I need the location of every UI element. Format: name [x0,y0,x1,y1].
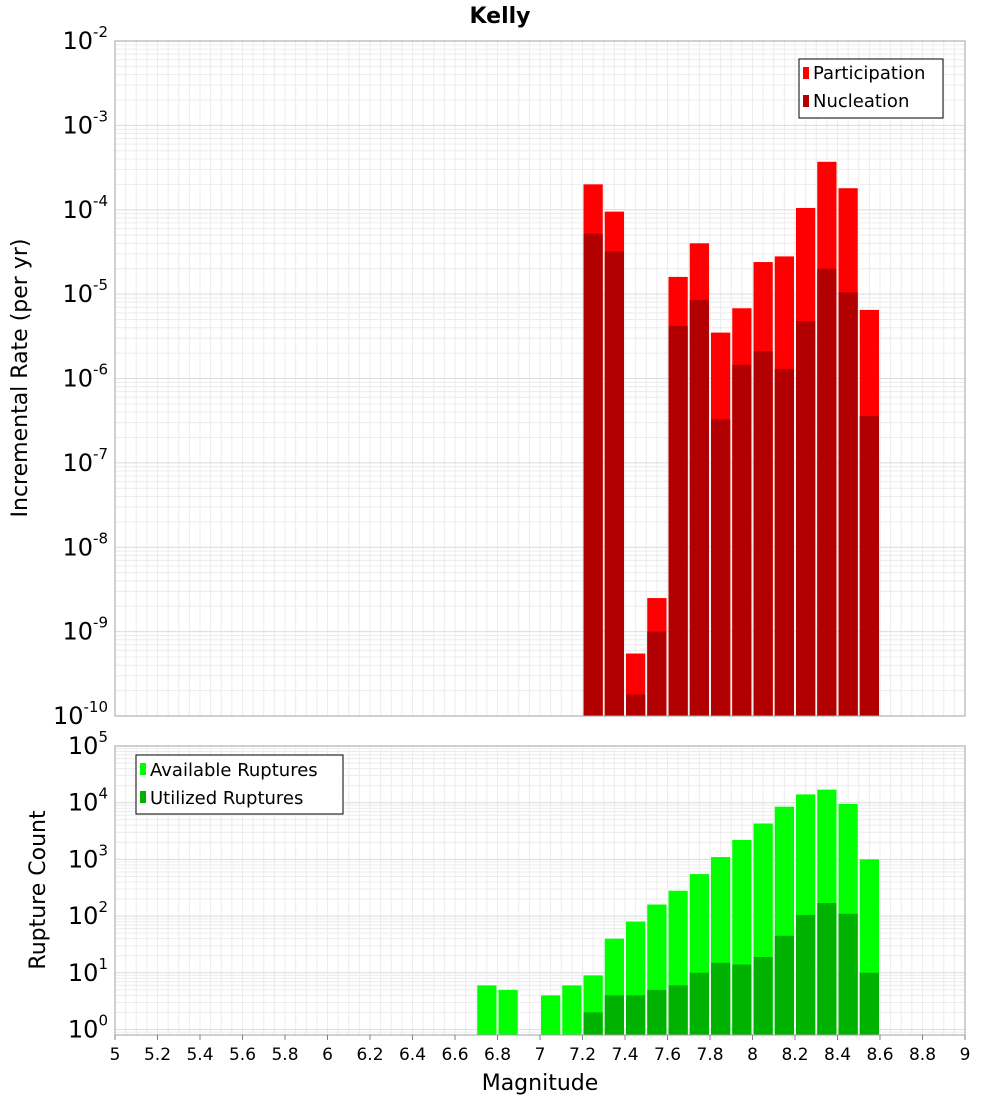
x-tick-label: 6.4 [399,1045,426,1065]
y-tick-label: 101 [68,955,108,987]
x-tick-label: 7.6 [654,1045,681,1065]
rate-bars [583,161,879,717]
bar-available-ruptures [477,985,497,1035]
y-tick-label: 10-8 [62,529,108,561]
count-legend-box [135,754,344,815]
x-tick-label: 5.8 [271,1045,298,1065]
x-tick-label: 8 [747,1045,758,1065]
x-tick-label: 6.2 [356,1045,383,1065]
bar-utilized-ruptures [626,995,646,1035]
bar-nucleation [774,368,794,716]
bar-nucleation [711,419,731,716]
bar-utilized-ruptures [859,972,879,1035]
x-tick-label: 5.4 [186,1045,213,1065]
count-legend: Available Ruptures Utilized Ruptures [135,754,344,815]
chart-title: Kelly [469,4,530,29]
y-tick-label: 102 [68,898,108,930]
y-tick-label: 103 [68,841,108,873]
y-tick-label: 105 [68,728,108,760]
x-axis-ticks: 5 5.2 5.4 5.6 5.8 6 6.2 6.4 6.6 6.8 7 7.2 7.4 7.6 7.8 8… [110,1035,971,1065]
bar-nucleation [604,251,624,716]
rate-plot-border [114,40,966,717]
x-tick-label: 7.4 [611,1045,638,1065]
y-tick-label: 10-7 [62,445,108,477]
bar-utilized-ruptures [817,903,837,1035]
bar-utilized-ruptures [838,913,858,1035]
bar-utilized-ruptures [774,935,794,1035]
x-tick-label: 5.6 [229,1045,256,1065]
legend-swatch-utilized [140,791,146,803]
y-tick-label: 104 [68,785,108,817]
bar-nucleation [626,694,646,716]
legend-label-available: Available Ruptures [150,760,318,781]
rate-gridlines [114,41,966,717]
y-tick-label: 10-6 [62,361,108,393]
bar-nucleation [732,364,752,716]
bar-nucleation [796,321,816,716]
x-tick-label: 8.8 [909,1045,936,1065]
bar-nucleation [668,325,688,716]
legend-swatch-nucleation [803,95,809,107]
bar-nucleation [647,631,667,716]
bar-utilized-ruptures [604,995,624,1035]
legend-label-participation: Participation [813,63,925,84]
legend-swatch-available [140,763,146,775]
bar-utilized-ruptures [583,1012,603,1035]
bar-utilized-ruptures [689,972,709,1035]
rate-y-ticks: 10-10 10-9 10-8 10-7 10-6 10-5 10-4 10-3 10-2 [53,23,108,730]
bar-utilized-ruptures [711,962,731,1035]
bar-available-ruptures [541,995,561,1035]
bar-nucleation [689,300,709,716]
rate-legend: Participation Nucleation [798,58,944,119]
count-bars [477,789,879,1035]
count-y-ticks: 100 101 102 103 104 105 [68,728,108,1044]
x-tick-label: 7.2 [569,1045,596,1065]
legend-label-nucleation: Nucleation [813,91,909,112]
x-tick-label: 8.6 [866,1045,893,1065]
bar-nucleation [838,292,858,716]
bar-utilized-ruptures [647,989,667,1035]
x-tick-label: 6.8 [484,1045,511,1065]
count-panel: 100 101 102 103 104 105 Rupture Count Availab… [26,728,970,1096]
legend-swatch-participation [803,67,809,79]
x-tick-label: 7.8 [696,1045,723,1065]
bar-utilized-ruptures [732,964,752,1035]
bar-nucleation [817,268,837,716]
y-tick-label: 10-2 [62,23,108,55]
x-tick-label: 8.2 [781,1045,808,1065]
bar-available-ruptures [498,989,518,1035]
y-tick-label: 10-5 [62,276,108,308]
y-tick-label: 10-10 [53,698,108,730]
x-tick-label: 5.2 [144,1045,171,1065]
rate-legend-box [798,58,944,119]
x-tick-label: 8.4 [824,1045,851,1065]
bar-available-ruptures [562,985,582,1035]
bar-utilized-ruptures [796,914,816,1035]
bar-nucleation [753,351,773,716]
x-axis-label: Magnitude [482,1071,599,1096]
bar-nucleation [859,415,879,716]
bar-nucleation [583,233,603,716]
x-tick-label: 6 [322,1045,333,1065]
rate-panel: 10-10 10-9 10-8 10-7 10-6 10-5 10-4 10-3 10-2 In… [8,23,966,730]
y-tick-label: 10-9 [62,614,108,646]
rate-y-axis-label: Incremental Rate (per yr) [8,239,33,518]
y-tick-label: 10-4 [62,192,108,224]
bar-utilized-ruptures [668,985,688,1035]
x-tick-label: 9 [960,1045,971,1065]
count-y-axis-label: Rupture Count [26,810,51,970]
bar-utilized-ruptures [753,956,773,1035]
x-tick-label: 7 [535,1045,546,1065]
legend-label-utilized: Utilized Ruptures [150,788,303,809]
x-tick-label: 5 [110,1045,121,1065]
x-tick-label: 6.6 [441,1045,468,1065]
y-tick-label: 100 [68,1012,108,1044]
y-tick-label: 10-3 [62,107,108,139]
